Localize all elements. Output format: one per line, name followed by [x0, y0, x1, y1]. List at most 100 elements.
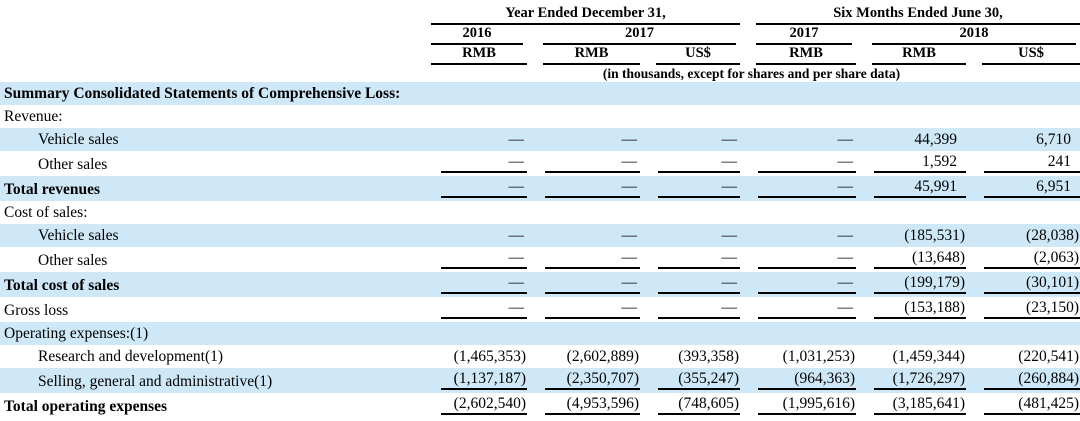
- cell-value: (220,541): [1018, 348, 1079, 365]
- cell-value: —: [758, 274, 856, 294]
- value-cell: [423, 201, 527, 224]
- value-cell: [527, 82, 640, 105]
- cell-value: [874, 325, 966, 342]
- value-cell: (23,150): [966, 297, 1080, 322]
- value-cell: (1,465,353): [423, 345, 527, 368]
- value-cell: [966, 201, 1080, 224]
- cell-value: [658, 325, 740, 342]
- value-cell: —: [527, 272, 640, 297]
- col-year-2017-interim: 2017: [740, 25, 856, 45]
- value-cell: (199,179): [856, 272, 966, 297]
- row-label-cell: Selling, general and administrative(1): [0, 368, 423, 393]
- value-cell: [527, 201, 640, 224]
- value-cell: (2,602,540): [423, 393, 527, 418]
- cell-value: (393,358): [678, 348, 739, 365]
- value-cell: (1,726,297): [856, 368, 966, 393]
- row-label-cell: Vehicle sales: [0, 224, 423, 247]
- cell-value: —: [441, 274, 527, 294]
- col-currency-rmb-1: RMB: [423, 45, 527, 65]
- header-spacer: [0, 45, 423, 65]
- value-cell: —: [423, 224, 527, 247]
- table-row: Total operating expenses (2,602,540) (4,…: [0, 393, 1080, 418]
- value-cell: (30,101): [966, 272, 1080, 297]
- cell-value: (3,185,641): [874, 395, 966, 415]
- cell-value: —: [758, 178, 856, 198]
- row-label-cell: Summary Consolidated Statements of Compr…: [0, 82, 423, 105]
- row-label-cell: Vehicle sales: [0, 128, 423, 151]
- header-group-row: Year Ended December 31, Six Months Ended…: [0, 4, 1080, 25]
- cell-value: —: [441, 153, 527, 173]
- value-cell: —: [423, 247, 527, 272]
- col-year-2017: 2017: [527, 25, 740, 45]
- cell-value: —: [441, 249, 527, 269]
- row-label: Revenue:: [4, 108, 63, 125]
- value-cell: [856, 82, 966, 105]
- value-cell: 44,399: [856, 128, 966, 151]
- cell-value: (1,137,187): [441, 370, 527, 390]
- col-group-label: Year Ended December 31,: [431, 5, 740, 25]
- cell-value: (481,425): [984, 395, 1080, 415]
- cell-value: —: [758, 153, 856, 173]
- cell-value: —: [621, 227, 638, 244]
- row-label: Vehicle sales: [38, 227, 119, 244]
- col-currency-rmb-4: RMB: [856, 45, 966, 65]
- value-cell: (748,605): [640, 393, 740, 418]
- header-note-row: (in thousands, except for shares and per…: [0, 65, 1080, 82]
- cell-value: (2,063): [984, 249, 1080, 269]
- value-cell: —: [423, 176, 527, 201]
- cell-value: [874, 204, 966, 221]
- col-currency-rmb-2: RMB: [527, 45, 640, 65]
- value-cell: —: [740, 247, 856, 272]
- table-row: Summary Consolidated Statements of Compr…: [0, 82, 1080, 105]
- value-cell: [740, 201, 856, 224]
- cell-value: [545, 325, 640, 342]
- value-cell: —: [740, 128, 856, 151]
- col-currency-usd-2: US$: [966, 45, 1080, 65]
- value-cell: —: [527, 247, 640, 272]
- cell-value: —: [658, 274, 740, 294]
- cell-value: [758, 85, 856, 102]
- value-cell: (2,063): [966, 247, 1080, 272]
- cell-value: [545, 108, 640, 125]
- row-label-cell: Gross loss: [0, 297, 423, 322]
- value-cell: 6,951: [966, 176, 1080, 201]
- col-group-label: Six Months Ended June 30,: [756, 5, 1080, 25]
- value-cell: [966, 105, 1080, 128]
- cell-value: [984, 325, 1080, 342]
- value-cell: —: [640, 224, 740, 247]
- row-label: Gross loss: [4, 302, 69, 319]
- value-cell: [640, 105, 740, 128]
- value-cell: —: [740, 151, 856, 176]
- row-label-cell: Revenue:: [0, 105, 423, 128]
- table-row: Cost of sales:: [0, 201, 1080, 224]
- value-cell: (2,350,707): [527, 368, 640, 393]
- table-row: Selling, general and administrative(1) (…: [0, 368, 1080, 393]
- cell-value: —: [441, 178, 527, 198]
- row-label-cell: Total cost of sales: [0, 272, 423, 297]
- row-label: Cost of sales:: [4, 204, 88, 221]
- cell-value: (260,884): [984, 370, 1080, 390]
- cell-value: —: [545, 299, 640, 319]
- row-label-cell: Operating expenses:(1): [0, 322, 423, 345]
- value-cell: —: [423, 272, 527, 297]
- value-cell: —: [740, 176, 856, 201]
- cell-value: (1,459,344): [892, 348, 965, 365]
- cell-value: (30,101): [984, 274, 1080, 294]
- value-cell: [856, 105, 966, 128]
- value-cell: —: [640, 176, 740, 201]
- value-cell: (260,884): [966, 368, 1080, 393]
- cell-value: —: [658, 153, 740, 173]
- cell-value: [984, 204, 1080, 221]
- cell-value: [658, 204, 740, 221]
- row-label: Total revenues: [4, 181, 101, 198]
- header-spacer: [0, 25, 423, 45]
- cell-value: (153,188): [874, 299, 966, 319]
- row-label: Summary Consolidated Statements of Compr…: [4, 85, 401, 102]
- cell-value: 6,951: [984, 178, 1080, 198]
- cell-value: [441, 325, 527, 342]
- cell-value: (185,531): [904, 227, 965, 244]
- row-label: Operating expenses:(1): [4, 325, 149, 342]
- value-cell: —: [527, 297, 640, 322]
- cell-value: [441, 108, 527, 125]
- table-row: Vehicle sales — — — — (185,531) (28,038): [0, 224, 1080, 247]
